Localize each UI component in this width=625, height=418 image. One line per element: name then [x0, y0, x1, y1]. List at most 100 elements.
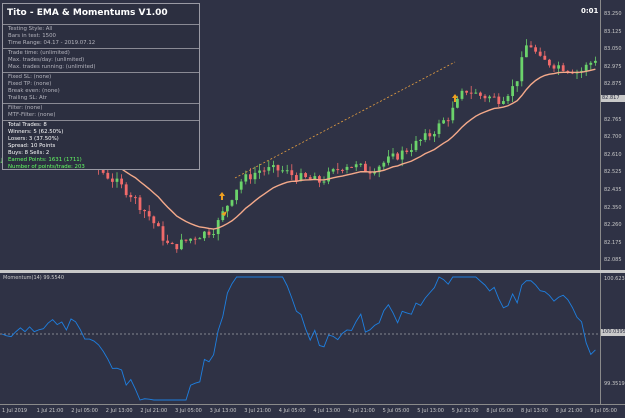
candle	[124, 182, 128, 198]
candle	[391, 147, 395, 160]
candle	[474, 88, 478, 94]
candle	[511, 79, 514, 103]
time-tick-label: 4 Jul 13:00	[313, 408, 341, 414]
buy-arrow-icon	[219, 192, 225, 200]
candle	[414, 136, 418, 152]
candle	[433, 131, 436, 143]
ea-title: Tito - EMA & Momentums V1.00	[7, 8, 168, 18]
candle	[212, 228, 215, 238]
candle	[207, 228, 211, 238]
max-trades-day: Max. trades/day: (unlimited)	[8, 57, 85, 63]
candle	[327, 167, 330, 185]
momentum-chart	[0, 276, 600, 401]
stat-line: Total Trades: 8	[8, 122, 47, 128]
time-tick-label: 9 Jul 05:00	[590, 408, 617, 414]
price-tick-label: 82.525	[604, 169, 622, 176]
buy-arrow-icon	[452, 94, 458, 102]
candle	[281, 165, 284, 174]
candle	[497, 93, 501, 108]
candle	[276, 164, 280, 178]
time-tick-label: 3 Jul 13:00	[209, 408, 237, 414]
candle	[180, 233, 183, 251]
candle	[295, 172, 298, 184]
mtf-filter: MTF-Filter: (none)	[8, 112, 56, 118]
momentum-tick-label: 100.6233	[604, 276, 625, 282]
candle	[184, 239, 188, 243]
time-tick-label: 1 Jul 21:00	[36, 408, 64, 414]
candle	[143, 209, 146, 218]
momentum-label: Momentum(14) 99.5540	[3, 275, 65, 281]
candle	[262, 167, 266, 176]
candle	[419, 138, 422, 146]
time-tick-label: 3 Jul 21:00	[244, 408, 271, 414]
candle	[230, 199, 234, 208]
candle	[203, 231, 206, 241]
momentum-pane[interactable]: Momentum(14) 99.5540	[0, 273, 600, 404]
candle	[216, 217, 220, 241]
time-tick-label: 8 Jul 05:00	[486, 408, 514, 414]
candle	[520, 51, 524, 87]
candle	[138, 194, 142, 215]
pane-divider[interactable]	[0, 270, 625, 273]
candle	[460, 88, 464, 101]
price-tick-label: 82.435	[604, 187, 622, 193]
candle	[244, 170, 248, 185]
time-tick-label: 3 Jul 05:00	[175, 408, 202, 414]
candle	[483, 94, 487, 102]
price-tick-label: 82.085	[604, 257, 622, 264]
price-tick-label: 82.875	[604, 81, 622, 88]
price-tick-label: 83.050	[604, 46, 622, 53]
testing-style: Testing Style: All	[8, 26, 53, 32]
stat-line: Winners: 5 (62.50%)	[8, 129, 64, 135]
candle	[299, 168, 303, 182]
candle	[382, 161, 386, 171]
candle	[318, 174, 321, 188]
price-tick-label: 83.125	[604, 28, 622, 35]
stat-line: Number of points/trade: 203	[8, 164, 85, 170]
time-tick-label: 2 Jul 21:00	[140, 408, 168, 414]
price-tick-label: 82.975	[604, 63, 622, 70]
time-tick-label: 2 Jul 05:00	[71, 408, 98, 414]
candle	[134, 195, 137, 204]
candle	[543, 50, 547, 60]
time-tick-label: 2 Jul 13:00	[105, 408, 133, 414]
candle	[594, 56, 597, 66]
candle	[529, 41, 533, 48]
candle	[368, 166, 372, 180]
candle	[552, 63, 556, 72]
candle	[465, 90, 468, 96]
price-axis[interactable]: 83.250 83.125 83.050 82.975 82.875 82.765 82.7…	[600, 0, 625, 270]
fixed-sl: Fixed SL: (none)	[8, 74, 52, 80]
candle	[488, 95, 491, 103]
momentum-last-tag: 100.0395	[601, 329, 625, 336]
candle	[502, 96, 505, 105]
candle	[258, 163, 261, 179]
candle	[304, 171, 307, 179]
candle	[115, 172, 119, 188]
bar-timer: 0:01	[581, 7, 599, 15]
candle	[359, 163, 363, 168]
candle	[589, 61, 593, 71]
candle	[308, 174, 312, 180]
candle	[189, 238, 192, 244]
candle	[345, 164, 349, 174]
candle	[423, 129, 427, 143]
ea-info-panel: Tito - EMA & Momentums V1.00 Testing Sty…	[2, 3, 200, 170]
candle	[249, 168, 252, 184]
trailing-sl: Trailing SL: Atr	[8, 95, 47, 101]
candle	[396, 152, 399, 161]
candle	[400, 146, 404, 167]
price-tick-label: 83.250	[604, 11, 622, 17]
price-tick-label: 82.350	[604, 204, 622, 211]
candle	[534, 44, 537, 54]
trend-line	[234, 61, 456, 179]
momentum-axis[interactable]: 100.6233 99.3519	[600, 273, 625, 404]
time-tick-label: 1 Jul 2019	[2, 408, 28, 414]
time-range: Time Range: 04.17 - 2019.07.12	[8, 40, 96, 46]
candle	[451, 101, 455, 124]
time-axis[interactable]: 1 Jul 2019 1 Jul 21:00 2 Jul 05:00 2 Jul 13…	[0, 404, 625, 418]
candle	[446, 117, 450, 127]
candle	[437, 119, 441, 138]
candle	[290, 164, 294, 181]
candle	[341, 168, 344, 174]
